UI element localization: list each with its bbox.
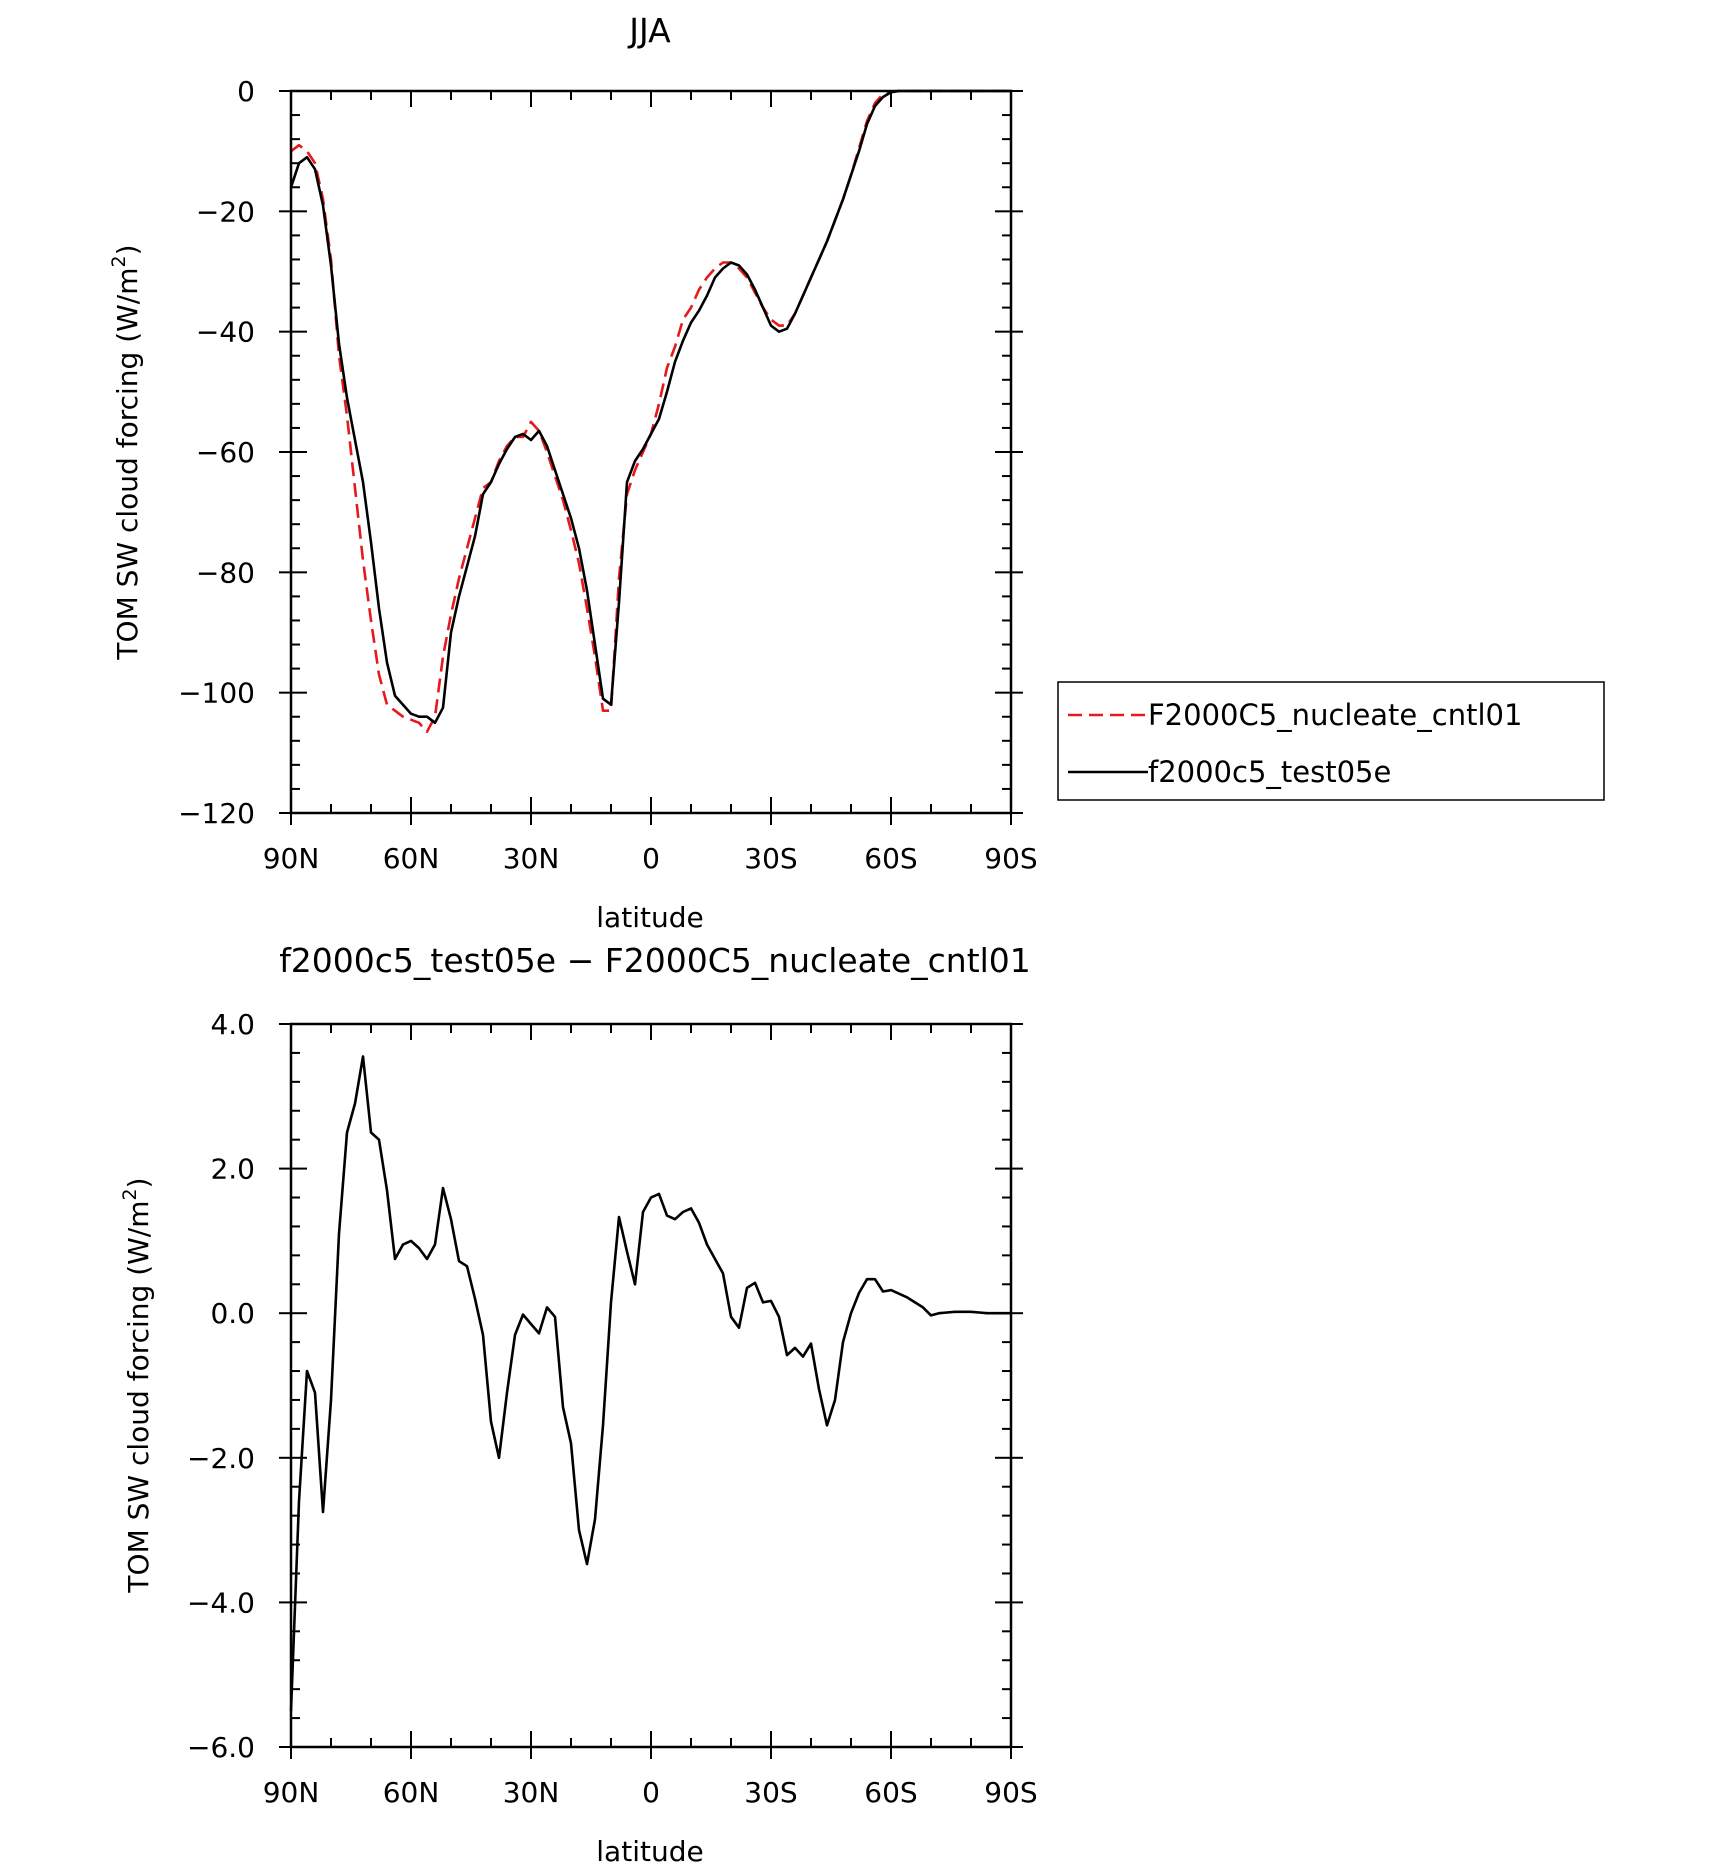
lower-y-label-superscript: 2 (119, 1188, 141, 1200)
lower-x-tick-label: 60N (383, 1776, 440, 1809)
lower-ticks: 90N 60N 30N 0 30S 60S 90S 4.0 2.0 0.0 −2.0 −4.0 −6.0 (187, 1008, 1038, 1809)
legend-label-test05e: f2000c5_test05e (1148, 755, 1391, 789)
upper-series-line-0 (290, 89, 1011, 734)
lower-y-tick-label: −2.0 (187, 1442, 255, 1475)
lower-x-tick-label: 90S (984, 1776, 1037, 1809)
lower-panel: f2000c5_test05e − F2000C5_nucleate_cntl0… (119, 941, 1038, 1866)
upper-y-label-superscript: 2 (108, 255, 130, 267)
legend-label-cntl01: F2000C5_nucleate_cntl01 (1148, 698, 1522, 732)
lower-x-tick-label: 30N (503, 1776, 560, 1809)
upper-y-tick-label: −120 (178, 797, 255, 830)
lower-y-tick-label: 2.0 (210, 1153, 255, 1186)
lower-title: f2000c5_test05e − F2000C5_nucleate_cntl0… (279, 941, 1031, 980)
upper-panel: JJA 90N 60N 30N 0 30S 60S 90S 0 −20 −40 −60 −80 −100… (108, 11, 1605, 934)
upper-title: JJA (627, 11, 671, 50)
upper-series-lines (289, 89, 1011, 734)
lower-series-lines (289, 1055, 1011, 1711)
lower-plot-frame (289, 1022, 1013, 1749)
lower-x-axis-label: latitude (596, 1835, 703, 1866)
upper-x-tick-label: 90S (984, 842, 1037, 875)
upper-y-tick-label: −60 (196, 436, 255, 469)
upper-y-tick-label: −20 (196, 195, 255, 228)
lower-y-tick-label: 0.0 (210, 1297, 255, 1330)
upper-x-tick-label: 30S (744, 842, 797, 875)
lower-x-tick-label: 60S (864, 1776, 917, 1809)
lower-y-label-end: ) (122, 1177, 155, 1188)
lower-y-tick-label: −4.0 (187, 1586, 255, 1619)
upper-y-tick-label: 0 (237, 75, 255, 108)
upper-ticks: 90N 60N 30N 0 30S 60S 90S 0 −20 −40 −60 −80 −100 −120 (178, 75, 1038, 875)
upper-y-tick-label: −80 (196, 556, 255, 589)
upper-y-axis-label: TOM SW cloud forcing (W/m2) (108, 244, 144, 660)
upper-x-tick-label: 30N (503, 842, 560, 875)
legend: F2000C5_nucleate_cntl01 f2000c5_test05e (1057, 681, 1605, 801)
lower-x-tick-label: 30S (744, 1776, 797, 1809)
upper-plot-frame (289, 89, 1013, 815)
upper-y-label-end: ) (111, 244, 144, 255)
upper-x-tick-label: 60S (864, 842, 917, 875)
lower-series-line-0 (289, 1055, 1011, 1711)
upper-x-tick-label: 0 (642, 842, 660, 875)
upper-y-tick-label: −40 (196, 316, 255, 349)
lower-y-tick-label: 4.0 (210, 1008, 255, 1041)
upper-x-tick-label: 60N (383, 842, 440, 875)
upper-x-tick-label: 90N (263, 842, 320, 875)
lower-y-tick-label: −6.0 (187, 1731, 255, 1764)
lower-x-tick-label: 0 (642, 1776, 660, 1809)
lower-y-axis-label: TOM SW cloud forcing (W/m2) (119, 1177, 155, 1593)
upper-x-axis-label: latitude (596, 901, 703, 934)
lower-y-label-main: TOM SW cloud forcing (W/m (122, 1200, 155, 1593)
legend-box (1057, 681, 1605, 801)
upper-y-tick-label: −100 (178, 677, 255, 710)
lower-x-tick-label: 90N (263, 1776, 320, 1809)
upper-series-line-1 (289, 89, 1011, 725)
upper-y-label-main: TOM SW cloud forcing (W/m (111, 267, 144, 660)
